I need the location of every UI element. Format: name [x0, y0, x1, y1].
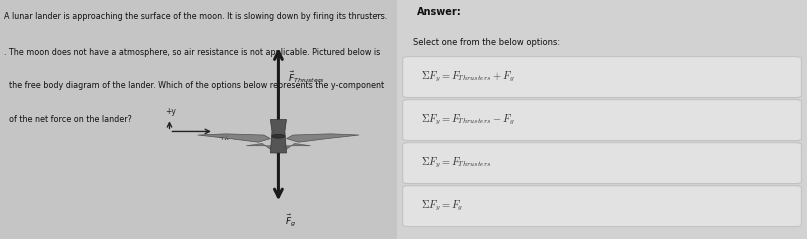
FancyBboxPatch shape — [0, 0, 397, 239]
Text: +x: +x — [218, 133, 228, 142]
Text: Select one from the below options:: Select one from the below options: — [413, 38, 560, 47]
Text: $\vec{F}_g$: $\vec{F}_g$ — [285, 213, 296, 229]
Polygon shape — [270, 120, 286, 153]
Text: . The moon does not have a atmosphere, so air resistance is not applicable. Pict: . The moon does not have a atmosphere, s… — [4, 48, 380, 57]
Text: Answer:: Answer: — [417, 7, 462, 17]
Text: $\Sigma F_y = F_{Thrusters} + F_g$: $\Sigma F_y = F_{Thrusters} + F_g$ — [421, 70, 515, 84]
Circle shape — [272, 134, 285, 138]
Polygon shape — [286, 134, 359, 142]
FancyBboxPatch shape — [397, 0, 807, 239]
Text: the free body diagram of the lander. Which of the options below represents the y: the free body diagram of the lander. Whi… — [4, 81, 384, 90]
Text: of the net force on the lander?: of the net force on the lander? — [4, 115, 132, 124]
Text: $\Sigma F_y = F_{Thrusters} - F_g$: $\Sigma F_y = F_{Thrusters} - F_g$ — [421, 113, 515, 127]
FancyBboxPatch shape — [403, 100, 801, 141]
Polygon shape — [246, 143, 311, 151]
Text: +y: +y — [165, 107, 176, 116]
Text: —: — — [374, 10, 384, 20]
Polygon shape — [198, 134, 270, 142]
Text: $\Sigma F_y = F_{Thrusters}$: $\Sigma F_y = F_{Thrusters}$ — [421, 156, 491, 170]
Text: A lunar lander is approaching the surface of the moon. It is slowing down by fir: A lunar lander is approaching the surfac… — [4, 12, 387, 21]
FancyBboxPatch shape — [403, 57, 801, 98]
FancyBboxPatch shape — [403, 186, 801, 227]
Text: $\Sigma F_y = F_g$: $\Sigma F_y = F_g$ — [421, 199, 464, 213]
Text: $\vec{F}_{Thrusters}$: $\vec{F}_{Thrusters}$ — [288, 69, 325, 85]
FancyBboxPatch shape — [403, 143, 801, 184]
